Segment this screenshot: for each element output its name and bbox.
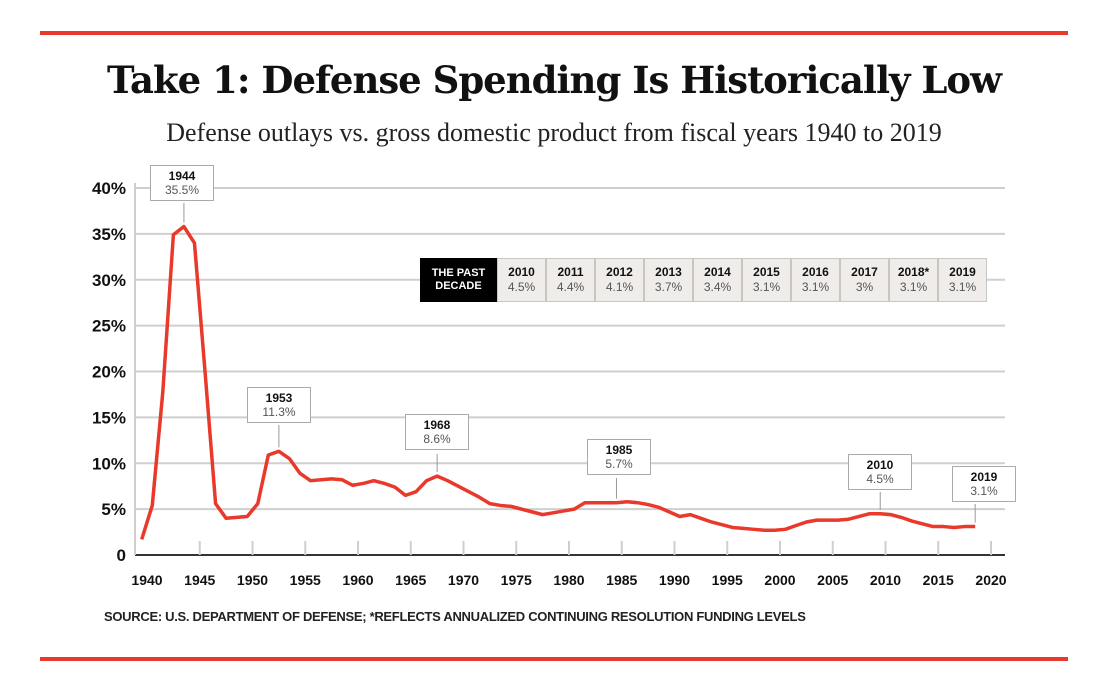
decade-cell: 2012 4.1% (595, 258, 644, 302)
x-tick-label: 1990 (659, 572, 690, 588)
annotation-value: 3.1% (970, 484, 998, 498)
series-line (140, 224, 976, 540)
x-tick-label: 1965 (395, 572, 426, 588)
decade-year: 2014 (704, 265, 731, 279)
decade-value: 4.5% (507, 280, 536, 294)
annotation-2019: 2019 3.1% (952, 466, 1016, 502)
y-tick-label: 0 (117, 546, 126, 565)
past-decade-table: THE PAST DECADE 2010 4.5% 2011 4.4% 2012 4.1%… (420, 258, 987, 302)
x-tick-label: 2000 (764, 572, 795, 588)
decade-year: 2018* (897, 265, 930, 279)
decade-cell: 2018* 3.1% (889, 258, 938, 302)
decade-value: 3.1% (752, 280, 781, 294)
annotation-value: 8.6% (423, 432, 451, 446)
decade-year: 2010 (508, 265, 535, 279)
decade-year: 2011 (557, 265, 584, 279)
y-tick-label: 10% (92, 454, 126, 473)
annotation-value: 4.5% (866, 472, 894, 486)
annotation-year: 1944 (168, 169, 196, 183)
x-tick-label: 2010 (870, 572, 901, 588)
bottom-rule (40, 657, 1068, 661)
x-tick-label: 1985 (606, 572, 637, 588)
decade-value: 4.4% (556, 280, 585, 294)
decade-year: 2012 (606, 265, 633, 279)
x-tick-label: 1945 (184, 572, 215, 588)
x-tick-label: 1950 (237, 572, 268, 588)
decade-value: 3.4% (703, 280, 732, 294)
annotation-year: 1953 (265, 391, 293, 405)
annotation-year: 1985 (605, 443, 633, 457)
decade-value: 3% (855, 280, 874, 294)
annotation-value: 35.5% (164, 183, 200, 197)
decade-year: 2016 (802, 265, 829, 279)
chart-title: Take 1: Defense Spending Is Historically… (107, 58, 1002, 102)
annotation-1944: 1944 35.5% (150, 165, 214, 201)
y-tick-label: 15% (92, 408, 126, 427)
annotation-value: 5.7% (605, 457, 633, 471)
decade-value: 4.1% (605, 280, 634, 294)
decade-cell: 2017 3% (840, 258, 889, 302)
decade-year: 2019 (949, 265, 976, 279)
x-tick-label: 2015 (923, 572, 954, 588)
annotation-year: 2010 (866, 458, 894, 472)
decade-value: 3.7% (654, 280, 683, 294)
decade-cell: 2014 3.4% (693, 258, 742, 302)
annotation-1968: 1968 8.6% (405, 414, 469, 450)
y-tick-label: 20% (92, 363, 126, 382)
chart-subtitle: Defense outlays vs. gross domestic produ… (166, 118, 942, 147)
x-tick-label: 1940 (131, 572, 162, 588)
y-tick-label: 30% (92, 271, 126, 290)
decade-value: 3.1% (948, 280, 977, 294)
annotation-1953: 1953 11.3% (247, 387, 311, 423)
decade-year: 2015 (753, 265, 780, 279)
y-tick-label: 40% (92, 179, 126, 198)
annotation-year: 1968 (423, 418, 451, 432)
past-decade-header: THE PAST DECADE (420, 258, 497, 302)
top-rule (40, 31, 1068, 35)
decade-cell: 2011 4.4% (546, 258, 595, 302)
decade-cell: 2019 3.1% (938, 258, 987, 302)
decade-value: 3.1% (801, 280, 830, 294)
decade-cell: 2015 3.1% (742, 258, 791, 302)
x-tick-label: 2005 (817, 572, 848, 588)
x-tick-label: 1955 (290, 572, 321, 588)
x-tick-label: 1960 (342, 572, 373, 588)
source-note: SOURCE: U.S. DEPARTMENT OF DEFENSE; *REF… (104, 609, 806, 624)
y-tick-label: 35% (92, 225, 126, 244)
x-tick-label: 2020 (975, 572, 1006, 588)
decade-cell: 2010 4.5% (497, 258, 546, 302)
annotation-1985: 1985 5.7% (587, 439, 651, 475)
x-tick-label: 1980 (553, 572, 584, 588)
decade-year: 2013 (655, 265, 682, 279)
x-tick-label: 1995 (712, 572, 743, 588)
annotation-year: 2019 (970, 470, 998, 484)
decade-cell: 2013 3.7% (644, 258, 693, 302)
annotation-value: 11.3% (262, 405, 296, 419)
x-tick-label: 1975 (501, 572, 532, 588)
annotation-2010: 2010 4.5% (848, 454, 912, 490)
x-tick-label: 1970 (448, 572, 479, 588)
decade-cell: 2016 3.1% (791, 258, 840, 302)
y-tick-label: 25% (92, 317, 126, 336)
decade-year: 2017 (851, 265, 878, 279)
y-tick-label: 5% (101, 500, 126, 519)
decade-value: 3.1% (899, 280, 928, 294)
